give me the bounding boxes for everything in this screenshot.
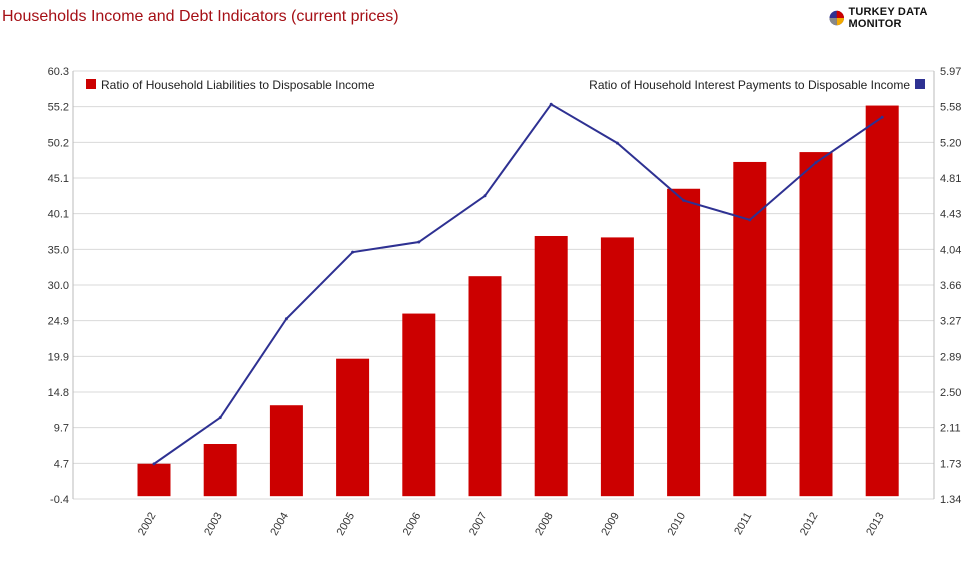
left-tick-label: 55.2 [48,102,69,114]
pie-logo-icon [829,10,844,26]
x-tick-label: 2009 [599,511,622,538]
legend-right[interactable]: Ratio of Household Interest Payments to … [589,78,925,92]
line-point-2012[interactable] [814,161,818,165]
right-tick-label: 4.81 [940,173,961,185]
bar-2011[interactable] [733,161,767,497]
legend-swatch-liabilities [86,79,96,89]
line-series [152,102,884,466]
x-tick-label: 2005 [335,511,358,538]
x-tick-label: 2013 [864,511,887,538]
x-tick-label: 2003 [202,511,225,538]
line-point-2002[interactable] [152,462,156,466]
bar-2010[interactable] [667,188,701,497]
right-tick-label: 3.27 [940,316,961,328]
bar-2003[interactable] [203,444,237,497]
right-tick-label: 2.11 [940,423,961,435]
right-tick-label: 5.20 [940,137,961,149]
left-tick-label: 14.8 [48,387,69,399]
x-tick-label: 2008 [533,511,556,538]
bar-2002[interactable] [137,463,171,497]
left-tick-label: 9.7 [54,423,69,435]
left-tick-label: 40.1 [48,209,69,221]
left-tick-label: 50.2 [48,137,69,149]
line-point-2009[interactable] [615,141,619,145]
left-tick-label: 45.1 [48,173,69,185]
x-tick-label: 2007 [467,511,490,538]
x-tick-label: 2011 [732,511,754,537]
legend-label-liabilities: Ratio of Household Liabilities to Dispos… [101,78,375,92]
line-point-2007[interactable] [483,194,487,198]
right-tick-label: 2.89 [940,351,961,363]
right-tick-label: 1.73 [940,458,961,470]
line-point-2003[interactable] [218,416,222,420]
right-tick-label: 3.66 [940,280,961,292]
interest-ratio-line[interactable] [153,102,883,465]
legend-swatch-interest [915,79,925,89]
left-tick-label: -0.4 [50,494,69,506]
x-tick-label: 2002 [136,511,159,538]
left-tick-label: 24.9 [48,316,69,328]
right-tick-label: 5.58 [940,102,961,114]
right-tick-label: 1.34 [940,494,961,506]
line-point-2005[interactable] [351,250,355,254]
left-tick-label: 4.7 [54,458,69,470]
line-point-2004[interactable] [284,317,288,321]
x-tick-label: 2004 [268,511,291,538]
line-point-2008[interactable] [549,102,553,106]
bar-2012[interactable] [799,152,833,497]
bar-2004[interactable] [269,405,303,497]
chart-title: Households Income and Debt Indicators (c… [2,8,399,25]
right-tick-label: 2.50 [940,387,961,399]
bar-2007[interactable] [468,276,502,497]
bar-2013[interactable] [865,105,899,497]
bar-2008[interactable] [534,235,568,497]
line-point-2011[interactable] [748,218,752,222]
brand-logo[interactable]: TURKEY DATA MONITOR [829,6,979,30]
brand-name: TURKEY DATA MONITOR [848,6,928,30]
right-tick-label: 5.97 [940,66,961,78]
left-tick-label: 35.0 [48,244,69,256]
legend-left[interactable]: Ratio of Household Liabilities to Dispos… [86,78,375,92]
x-tick-label: 2012 [798,511,821,538]
bar-2006[interactable] [402,313,436,497]
grid [73,70,934,500]
left-tick-label: 60.3 [48,66,69,78]
line-point-2013[interactable] [880,115,884,119]
right-tick-label: 4.04 [940,244,961,256]
line-point-2010[interactable] [682,198,686,202]
left-tick-label: 19.9 [48,351,69,363]
bar-2009[interactable] [600,237,634,497]
left-tick-label: 30.0 [48,280,69,292]
bar-2005[interactable] [336,358,370,497]
x-tick-label: 2010 [666,511,689,538]
right-tick-label: 4.43 [940,209,961,221]
x-tick-label: 2006 [401,511,424,538]
line-point-2006[interactable] [417,240,421,244]
bar-series [137,105,899,497]
legend-label-interest: Ratio of Household Interest Payments to … [589,78,910,92]
